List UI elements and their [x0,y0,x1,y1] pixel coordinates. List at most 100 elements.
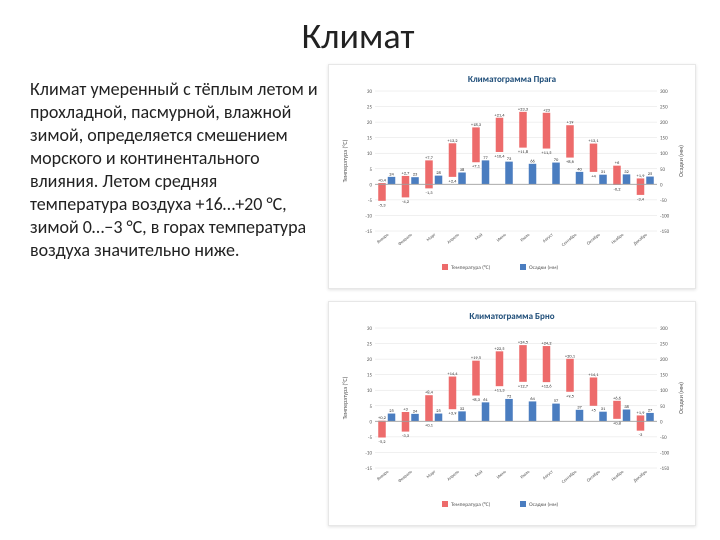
svg-text:50: 50 [660,404,666,410]
svg-text:15: 15 [367,373,373,379]
svg-text:+12,6: +12,6 [541,385,552,390]
body-text: Климат умеренный с тёплым летом и прохла… [20,62,318,526]
svg-text:23: 23 [413,173,418,178]
svg-text:+21,4: +21,4 [494,113,505,118]
svg-text:30: 30 [367,326,373,332]
svg-text:+19: +19 [567,121,575,126]
svg-text:200: 200 [660,120,668,126]
svg-text:0: 0 [660,419,663,425]
svg-text:Декабрь: Декабрь [633,233,649,247]
svg-text:Климатограмма Прага: Климатограмма Прага [468,74,556,85]
chart-brno: Климатограмма Брно-15-10-5051015202530-1… [328,301,696,526]
svg-text:50: 50 [660,167,666,173]
svg-text:32: 32 [624,170,629,175]
climatogram-brno: Климатограмма Брно-15-10-5051015202530-1… [333,306,691,516]
svg-text:10: 10 [367,151,373,157]
svg-text:Декабрь: Декабрь [633,470,649,484]
svg-text:77: 77 [483,156,488,161]
svg-text:+18,3: +18,3 [471,123,482,128]
svg-text:0: 0 [660,182,663,188]
svg-text:Осадки (мм): Осадки (мм) [677,145,685,177]
svg-text:Май: Май [474,469,484,479]
svg-text:-50: -50 [660,198,667,204]
svg-text:-100: -100 [660,450,670,456]
svg-text:Октябрь: Октябрь [586,233,601,247]
svg-text:38: 38 [624,405,629,410]
svg-text:Июнь: Июнь [496,233,507,244]
svg-text:+19,5: +19,5 [471,356,482,361]
svg-text:+0,4: +0,4 [378,179,387,184]
svg-text:31: 31 [601,170,606,175]
svg-text:20: 20 [367,357,373,363]
svg-text:+0,2: +0,2 [378,416,387,421]
svg-text:70: 70 [554,158,559,163]
svg-text:200: 200 [660,357,668,363]
svg-text:25: 25 [436,409,441,414]
svg-text:5: 5 [369,404,372,410]
svg-text:+11,3: +11,3 [494,389,505,394]
svg-text:+9,5: +9,5 [566,394,575,399]
svg-text:28: 28 [436,171,441,176]
svg-text:+7,7: +7,7 [425,156,434,161]
svg-text:24: 24 [413,409,418,414]
svg-text:Ноябрь: Ноябрь [611,470,625,483]
svg-text:Февраль: Февраль [398,470,414,484]
svg-text:57: 57 [554,399,559,404]
svg-text:30: 30 [367,89,373,95]
svg-text:Февраль: Февраль [398,233,414,247]
svg-text:-150: -150 [660,466,670,472]
svg-text:+8,3: +8,3 [472,398,481,403]
svg-text:+12,7: +12,7 [518,384,529,389]
svg-text:+2,7: +2,7 [402,171,411,176]
svg-text:+24,5: +24,5 [518,341,529,346]
svg-text:Температура (°C): Температура (°C) [451,501,491,508]
svg-text:32: 32 [460,407,465,412]
svg-text:15: 15 [367,136,373,142]
svg-text:+4: +4 [591,174,596,179]
svg-text:Август: Август [542,233,555,245]
svg-text:300: 300 [660,326,668,332]
slide: Климат Климат умеренный с тёплым летом и… [0,0,720,540]
svg-text:-5: -5 [368,198,373,204]
svg-text:+22,5: +22,5 [494,347,505,352]
svg-text:0: 0 [369,419,372,425]
climatogram-praga: Климатограмма Прага-15-10-5051015202530-… [333,69,691,279]
svg-text:Октябрь: Октябрь [586,470,601,484]
svg-text:Температура (°C): Температура (°C) [341,376,349,419]
svg-text:150: 150 [660,136,668,142]
svg-text:5: 5 [369,167,372,173]
svg-text:+1,9: +1,9 [637,411,646,416]
svg-text:+0,8: +0,8 [613,421,622,426]
svg-text:250: 250 [660,105,668,111]
svg-text:24: 24 [389,172,394,177]
svg-text:-100: -100 [660,213,670,219]
svg-text:66: 66 [530,159,535,164]
svg-text:+0,1: +0,1 [425,424,434,429]
svg-text:25: 25 [648,172,653,177]
svg-text:Январь: Январь [376,233,390,246]
svg-text:0: 0 [369,182,372,188]
svg-text:-15: -15 [365,466,372,472]
svg-text:Июль: Июль [520,470,531,481]
svg-text:+8,4: +8,4 [425,391,434,396]
svg-text:+3,9: +3,9 [449,412,458,417]
svg-text:61: 61 [483,398,488,403]
svg-text:25: 25 [389,409,394,414]
svg-text:Осадки (мм): Осадки (мм) [529,501,559,508]
svg-text:+11,5: +11,5 [541,151,552,156]
svg-text:64: 64 [530,397,535,402]
svg-text:38: 38 [460,168,465,173]
svg-text:+14,1: +14,1 [588,373,599,378]
svg-text:150: 150 [660,373,668,379]
svg-text:100: 100 [660,151,668,157]
svg-text:+10,4: +10,4 [494,154,505,159]
svg-text:10: 10 [367,388,373,394]
page-title: Климат [20,14,696,58]
svg-text:-3,3: -3,3 [402,434,410,439]
svg-text:+3: +3 [403,408,408,413]
svg-text:Июль: Июль [520,233,531,244]
svg-text:Климатограмма Брно: Климатограмма Брно [469,311,554,322]
svg-text:+13,1: +13,1 [588,139,599,144]
svg-text:-15: -15 [365,229,372,235]
svg-text:Август: Август [542,470,555,482]
